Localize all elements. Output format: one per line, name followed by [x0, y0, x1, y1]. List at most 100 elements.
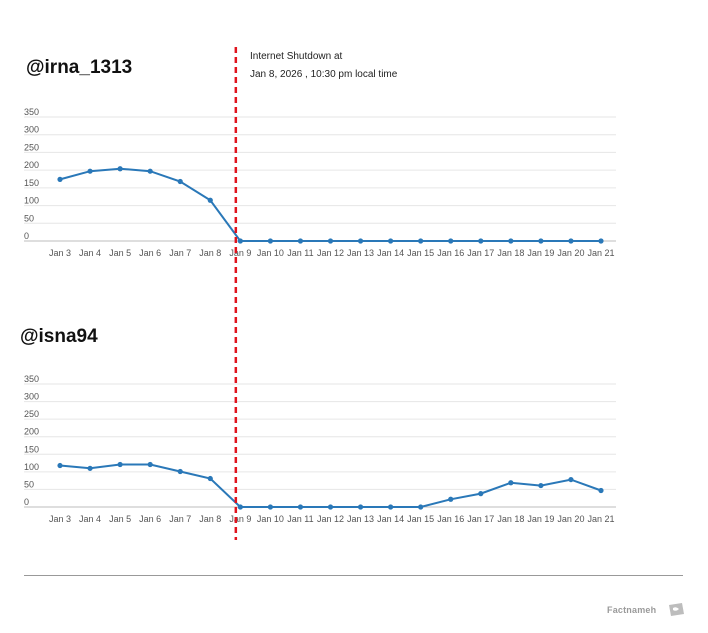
data-point	[87, 465, 93, 471]
data-point	[598, 238, 604, 244]
data-point	[237, 504, 243, 510]
y-tick-label: 200	[24, 160, 39, 170]
data-point	[388, 504, 394, 510]
data-point	[177, 468, 183, 475]
footer-divider	[24, 575, 683, 576]
data-point	[147, 168, 153, 174]
data-point	[388, 238, 394, 244]
x-tick-label: Jan 18	[497, 514, 524, 524]
y-tick-label: 200	[24, 427, 39, 437]
data-point	[357, 504, 364, 510]
x-tick-label: Jan 15	[407, 514, 434, 524]
x-tick-label: Jan 13	[347, 514, 374, 524]
data-point	[508, 480, 514, 486]
x-tick-label: Jan 8	[199, 248, 221, 258]
data-point	[418, 238, 424, 244]
chart-1: 0 50 100 150 200 250 300 350 Jan 3 Jan 4 Jan 5 Jan …	[24, 107, 616, 258]
y-tick-label: 100	[24, 196, 39, 206]
x-tick-label: Jan 6	[139, 248, 161, 258]
x-tick-label: Jan 8	[199, 514, 221, 524]
x-tick-label: Jan 17	[467, 514, 494, 524]
data-point	[297, 238, 304, 244]
y-tick-label: 0	[24, 497, 29, 507]
data-point	[478, 491, 484, 497]
data-point	[327, 238, 334, 244]
data-point	[207, 475, 213, 482]
x-tick-label: Jan 20	[557, 514, 584, 524]
y-tick-label: 250	[24, 409, 39, 419]
data-point	[297, 504, 304, 510]
data-point	[117, 461, 123, 468]
data-point	[448, 496, 454, 502]
series-line	[59, 463, 602, 508]
data-point	[538, 238, 544, 244]
data-point	[448, 238, 454, 244]
x-tick-label: Jan 12	[317, 514, 344, 524]
x-tick-label: Jan 6	[139, 514, 161, 524]
y-tick-label: 350	[24, 107, 39, 117]
x-tick-label: Jan 16	[437, 514, 464, 524]
x-tick-label: Jan 17	[467, 248, 494, 258]
y-tick-label: 50	[24, 213, 34, 223]
y-tick-label: 250	[24, 142, 39, 152]
data-point	[478, 238, 484, 244]
data-point	[207, 197, 213, 203]
data-point	[177, 178, 183, 185]
x-tick-label: Jan 14	[377, 514, 404, 524]
y-tick-label: 300	[24, 125, 39, 135]
x-tick-label: Jan 21	[587, 514, 614, 524]
data-point	[568, 238, 574, 244]
chart-title-isna: @isna94	[20, 326, 98, 347]
x-tick-label: Jan 19	[527, 514, 554, 524]
x-tick-label: Jan 9	[229, 248, 251, 258]
x-tick-label: Jan 11	[287, 248, 313, 258]
x-tick-label: Jan 11	[287, 514, 313, 524]
y-tick-label: 100	[24, 462, 39, 472]
data-point	[418, 504, 424, 510]
x-tick-label: Jan 18	[497, 248, 524, 258]
y-tick-label: 300	[24, 392, 39, 402]
x-tick-label: Jan 5	[109, 248, 131, 258]
chart-2: 0 50 100 150 200 250 300 350 Jan 3 Jan 4 Jan 5 Jan …	[24, 374, 616, 524]
x-tick-label: Jan 9	[229, 514, 251, 524]
x-tick-label: Jan 16	[437, 248, 464, 258]
x-tick-label: Jan 5	[109, 514, 131, 524]
x-tick-label: Jan 13	[347, 248, 374, 258]
data-point	[568, 476, 574, 483]
x-tick-label: Jan 7	[169, 248, 191, 258]
y-tick-label: 150	[24, 178, 39, 188]
y-tick-label: 350	[24, 374, 39, 384]
y-tick-label: 0	[24, 231, 29, 241]
x-tick-label: Jan 14	[377, 248, 404, 258]
x-tick-label: Jan 3	[49, 514, 71, 524]
x-tick-label: Jan 15	[407, 248, 434, 258]
data-point	[357, 238, 364, 244]
x-tick-label: Jan 12	[317, 248, 344, 258]
x-tick-label: Jan 4	[79, 248, 101, 258]
series-line	[59, 167, 601, 242]
x-tick-label: Jan 10	[257, 514, 284, 524]
x-tick-label: Jan 21	[587, 248, 614, 258]
data-point	[147, 461, 153, 468]
data-point	[57, 462, 63, 469]
data-point	[598, 487, 604, 494]
data-point	[267, 238, 273, 244]
y-tick-label: 50	[24, 479, 34, 489]
x-tick-label: Jan 19	[527, 248, 554, 258]
y-tick-label: 150	[24, 444, 39, 454]
data-point	[508, 238, 514, 244]
data-point	[57, 176, 63, 182]
brand-name: Factnameh	[607, 605, 657, 615]
x-tick-label: Jan 4	[79, 514, 101, 524]
shutdown-annotation-line2: Jan 8, 2026 , 10:30 pm local time	[250, 69, 398, 80]
data-point	[538, 482, 544, 489]
x-tick-label: Jan 3	[49, 248, 71, 258]
data-point	[267, 504, 273, 510]
chart-title-irna: @irna_1313	[26, 57, 133, 78]
brand-logo-icon	[669, 603, 684, 616]
data-point	[327, 504, 334, 510]
x-tick-label: Jan 7	[169, 514, 191, 524]
x-tick-label: Jan 20	[557, 248, 584, 258]
data-point	[87, 168, 93, 174]
